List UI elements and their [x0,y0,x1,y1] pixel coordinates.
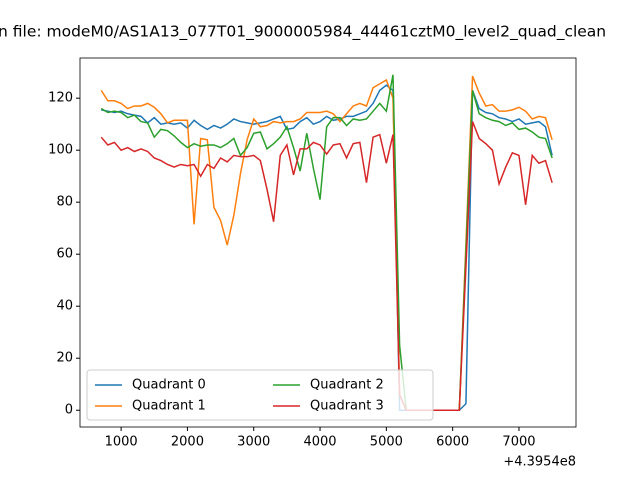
legend-label: Quadrant 1 [132,399,206,414]
legend-box [86,369,434,421]
y-tick-label: 20 [56,351,73,366]
legend-label: Quadrant 0 [132,378,206,393]
x-tick-label: 3000 [237,435,270,450]
x-offset-label: +4.3954e8 [503,455,576,470]
chart-title: n file: modeM0/AS1A13_077T01_9000005984_… [0,23,606,42]
x-tick-label: 1000 [105,435,138,450]
x-tick-label: 4000 [303,435,336,450]
legend-label: Quadrant 3 [310,399,384,414]
x-tick-label: 5000 [370,435,403,450]
data-line [101,84,553,411]
data-line [100,121,553,411]
y-tick-label: 80 [56,195,73,210]
y-tick-label: 40 [56,299,73,314]
y-tick-label: 120 [48,91,73,106]
x-tick-label: 2000 [171,435,204,450]
x-tick-label: 6000 [436,435,469,450]
data-line [100,75,553,411]
y-tick-label: 60 [56,247,73,262]
data-line [100,74,553,411]
plot-frame [79,57,577,428]
x-tick-label: 7000 [502,435,535,450]
y-tick-label: 100 [48,143,73,158]
legend-label: Quadrant 2 [310,378,384,393]
y-tick-label: 0 [65,403,73,418]
